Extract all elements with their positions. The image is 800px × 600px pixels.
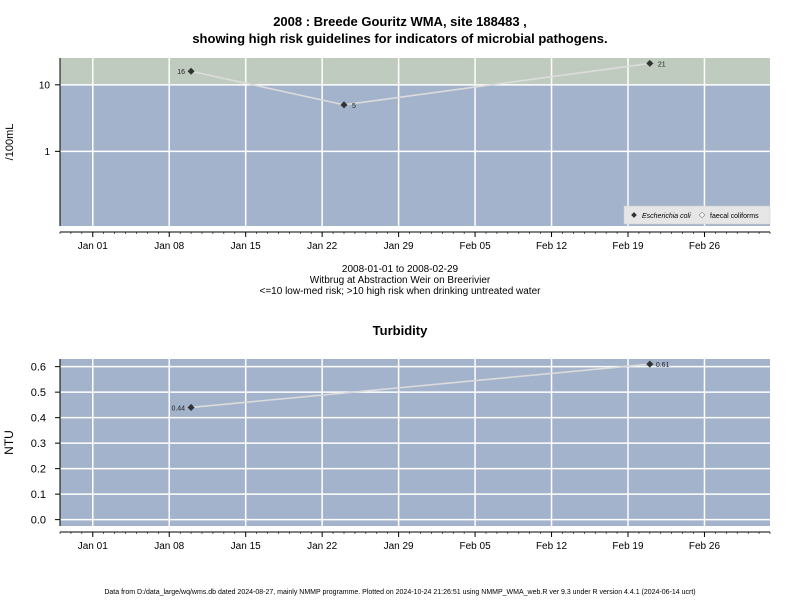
turbidity-point — [187, 403, 195, 411]
ecoli-point — [340, 101, 348, 109]
chart2-x-tick-label: Feb 19 — [612, 541, 644, 552]
chart1-x-tick-label: Feb 12 — [536, 241, 568, 250]
chart1-x-tick-label: Jan 22 — [307, 241, 337, 250]
y-tick-label: 0.1 — [31, 489, 46, 501]
y-tick-label: 0.5 — [31, 387, 46, 399]
risk-caption: <=10 low-med risk; >10 high risk when dr… — [259, 286, 541, 297]
chart2-x-tick-label: Jan 08 — [154, 541, 184, 552]
chart2-title: Turbidity — [372, 323, 428, 338]
turbidity-data-label: 0.61 — [656, 362, 670, 369]
y-tick-label: 0.4 — [31, 413, 46, 425]
chart2-x-tick-label: Jan 22 — [307, 541, 337, 552]
ecoli-chart: 1 10/100mL 16 5 21 Jan 01 Jan 08 Jan 15 Jan 22 Ja… — [4, 58, 771, 250]
chart2-x-tick-label: Jan 15 — [231, 541, 261, 552]
turbidity-data-label: 0.44 — [171, 405, 185, 412]
site-caption: Witbrug at Abstraction Weir on Breerivie… — [309, 275, 491, 286]
chart1-x-tick-label: Jan 08 — [154, 241, 184, 250]
chart1-x-tick-label: Feb 26 — [689, 241, 721, 250]
chart2-x-tick-label: Jan 01 — [78, 541, 108, 552]
y-tick-label: 10 — [39, 80, 51, 91]
turbidity-chart: 0.0 0.1 0.2 0.3 0.4 0.5 0.6 NTU 0.44 0.61 Jan 01 Ja… — [2, 359, 771, 552]
chart1-caption: 2008-01-01 to 2008-02-29 Witbrug at Abst… — [0, 264, 800, 297]
ecoli-data-label: 5 — [352, 103, 356, 110]
legend-marker-faecal — [698, 211, 706, 219]
footer-note: Data from D:/data_large/wq/wms.db dated … — [104, 589, 696, 596]
ecoli-data-label: 16 — [177, 69, 185, 76]
chart1-x-tick-label: Jan 29 — [384, 241, 414, 250]
chart2-x-tick-label: Feb 12 — [536, 541, 568, 552]
date-range-caption: 2008-01-01 to 2008-02-29 — [341, 264, 459, 275]
chart1-x-tick-label: Jan 15 — [231, 241, 261, 250]
y-tick-label: 0.0 — [31, 515, 46, 527]
ecoli-data-label: 21 — [658, 61, 666, 68]
legend-label-faecal: faecal coliforms — [710, 213, 759, 220]
ecoli-point — [646, 59, 654, 67]
chart2-x-tick-label: Feb 26 — [689, 541, 721, 552]
legend-label-ecoli: Escherichia coli — [642, 213, 691, 220]
y-tick-label: 0.2 — [31, 464, 46, 476]
chart1-title-line1: 2008 : Breede Gouritz WMA, site 188483 , — [273, 14, 527, 29]
legend-marker-ecoli — [631, 212, 637, 218]
chart2-x-tick-label: Jan 29 — [384, 541, 414, 552]
ecoli-point — [187, 67, 195, 75]
y-tick-label: 0.6 — [31, 362, 46, 374]
chart1-x-tick-label: Feb 19 — [612, 241, 644, 250]
y-axis-label: NTU — [2, 430, 16, 455]
low-risk-band — [60, 84, 770, 226]
turbidity-line — [191, 363, 650, 409]
chart1-title-line2: showing high risk guidelines for indicat… — [192, 31, 608, 46]
chart2-x-tick-label: Feb 05 — [460, 541, 492, 552]
legend-box — [623, 205, 771, 225]
chart1-x-tick-label: Jan 01 — [78, 241, 108, 250]
y-tick-label: 0.3 — [31, 438, 46, 450]
y-axis-label: /100mL — [4, 124, 16, 161]
chart1-x-tick-label: Feb 05 — [460, 241, 492, 250]
y-tick-label: 1 — [44, 147, 50, 158]
turbidity-point — [646, 360, 654, 368]
